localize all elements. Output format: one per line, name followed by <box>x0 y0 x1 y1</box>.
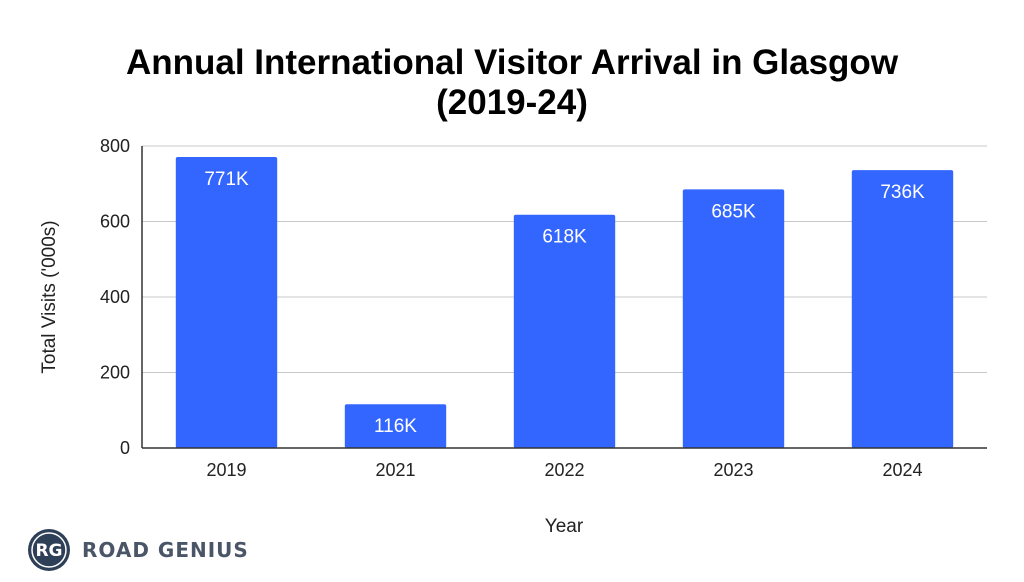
bar-series <box>175 156 954 448</box>
bar-2022 <box>513 214 616 448</box>
data-label: 618K <box>542 227 587 248</box>
brand-logo: RG <box>28 529 70 571</box>
data-label: 736K <box>880 182 925 203</box>
y-axis-ticks: 0 200 400 600 800 <box>100 136 130 458</box>
x-tick-label: 2022 <box>544 460 584 480</box>
data-label: 771K <box>204 169 249 190</box>
data-label: 116K <box>374 416 417 437</box>
y-tick-label: 0 <box>120 438 130 458</box>
x-tick-label: 2024 <box>882 460 922 480</box>
x-tick-label: 2023 <box>713 460 753 480</box>
logo-initials: RG <box>35 541 62 561</box>
x-tick-label: 2019 <box>206 460 246 480</box>
y-tick-label: 200 <box>100 363 130 383</box>
y-tick-label: 600 <box>100 212 130 232</box>
y-tick-label: 400 <box>100 287 130 307</box>
data-label: 685K <box>711 201 756 222</box>
chart-subtitle: (2019-24) <box>436 83 588 122</box>
data-labels: 771K 116K 618K 685K 736K <box>204 169 925 437</box>
bar-2023 <box>682 189 785 448</box>
brand-name: ROAD GENIUS <box>82 538 249 562</box>
bar-2021 <box>344 404 447 448</box>
y-axis-title: Total Visits ('000s) <box>39 220 60 373</box>
logo-ring-icon <box>31 532 67 568</box>
bar-2024 <box>851 170 954 448</box>
logo-circle-icon <box>28 529 70 571</box>
chart-title: Annual International Visitor Arrival in … <box>126 43 899 82</box>
x-axis-ticks: 2019 2021 2022 2023 2024 <box>206 460 922 480</box>
bar-2019 <box>175 156 278 448</box>
x-axis-title: Year <box>545 516 584 537</box>
x-tick-label: 2021 <box>375 460 415 480</box>
y-tick-label: 800 <box>100 136 130 156</box>
